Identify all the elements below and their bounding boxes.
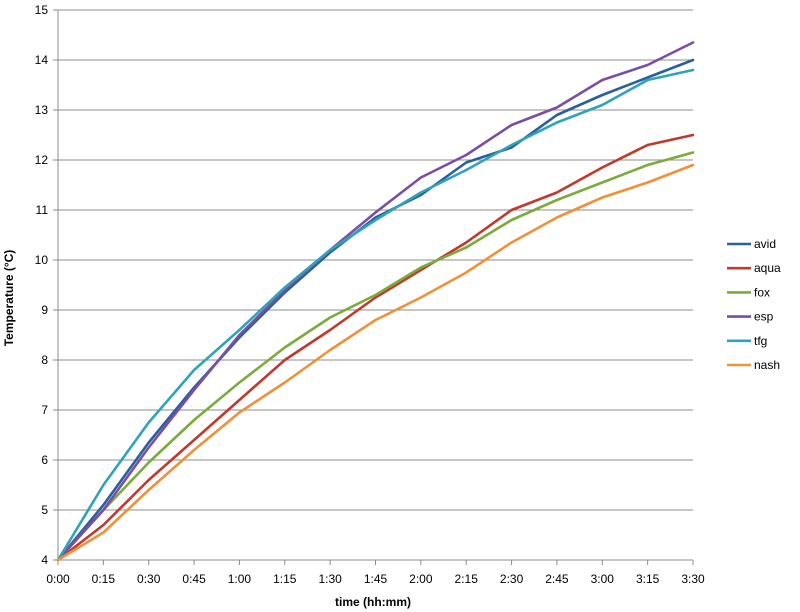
legend-label-nash: nash bbox=[754, 358, 780, 372]
legend: avid aqua fox esp tfg nash bbox=[727, 237, 781, 372]
y-tick-label: 13 bbox=[35, 103, 49, 117]
x-tick-label: 0:00 bbox=[46, 572, 70, 586]
series-line-tfg bbox=[56, 68, 695, 562]
x-tick-label: 1:15 bbox=[273, 572, 297, 586]
legend-label-fox: fox bbox=[754, 285, 770, 299]
axes: 4 5 6 7 8 9 10 11 12 13 14 15 0:00 0:15 0:30 0:45 1:00 1:… bbox=[35, 3, 705, 586]
x-tick-label: 1:00 bbox=[228, 572, 252, 586]
x-tick-label: 0:30 bbox=[137, 572, 161, 586]
x-tick-label: 2:45 bbox=[545, 572, 569, 586]
y-tick-label: 5 bbox=[41, 503, 48, 517]
x-tick-label: 1:45 bbox=[364, 572, 388, 586]
y-tick-label: 6 bbox=[41, 453, 48, 467]
legend-label-aqua: aqua bbox=[754, 261, 781, 275]
x-tick-label: 3:00 bbox=[591, 572, 615, 586]
x-tick-label: 2:00 bbox=[409, 572, 433, 586]
y-tick-label: 9 bbox=[41, 303, 48, 317]
series-line-esp bbox=[56, 41, 695, 562]
y-axis-title: Temperature (°C) bbox=[2, 250, 16, 347]
x-tick-label: 2:30 bbox=[500, 572, 524, 586]
series-lines bbox=[56, 41, 695, 562]
legend-label-avid: avid bbox=[754, 237, 776, 251]
x-tick-label: 2:15 bbox=[455, 572, 479, 586]
series-line-fox bbox=[56, 151, 695, 562]
x-tick-label: 1:30 bbox=[318, 572, 342, 586]
legend-label-tfg: tfg bbox=[754, 334, 767, 348]
y-tick-label: 7 bbox=[41, 403, 48, 417]
x-tick-label: 0:45 bbox=[182, 572, 206, 586]
x-tick-label: 3:15 bbox=[636, 572, 660, 586]
y-tick-label: 15 bbox=[35, 3, 49, 17]
series-line-aqua bbox=[56, 133, 695, 562]
y-tick-label: 8 bbox=[41, 353, 48, 367]
y-tick-label: 4 bbox=[41, 553, 48, 567]
y-tick-label: 14 bbox=[35, 53, 49, 67]
legend-label-esp: esp bbox=[754, 310, 774, 324]
x-axis-title: time (hh:mm) bbox=[335, 595, 411, 609]
y-tick-label: 10 bbox=[35, 253, 49, 267]
x-tick-label: 3:30 bbox=[681, 572, 705, 586]
series-line-nash bbox=[56, 163, 695, 562]
series-line-avid bbox=[56, 58, 695, 562]
x-tick-label: 0:15 bbox=[92, 572, 116, 586]
y-tick-label: 11 bbox=[36, 203, 49, 217]
y-tick-label: 12 bbox=[35, 153, 49, 167]
